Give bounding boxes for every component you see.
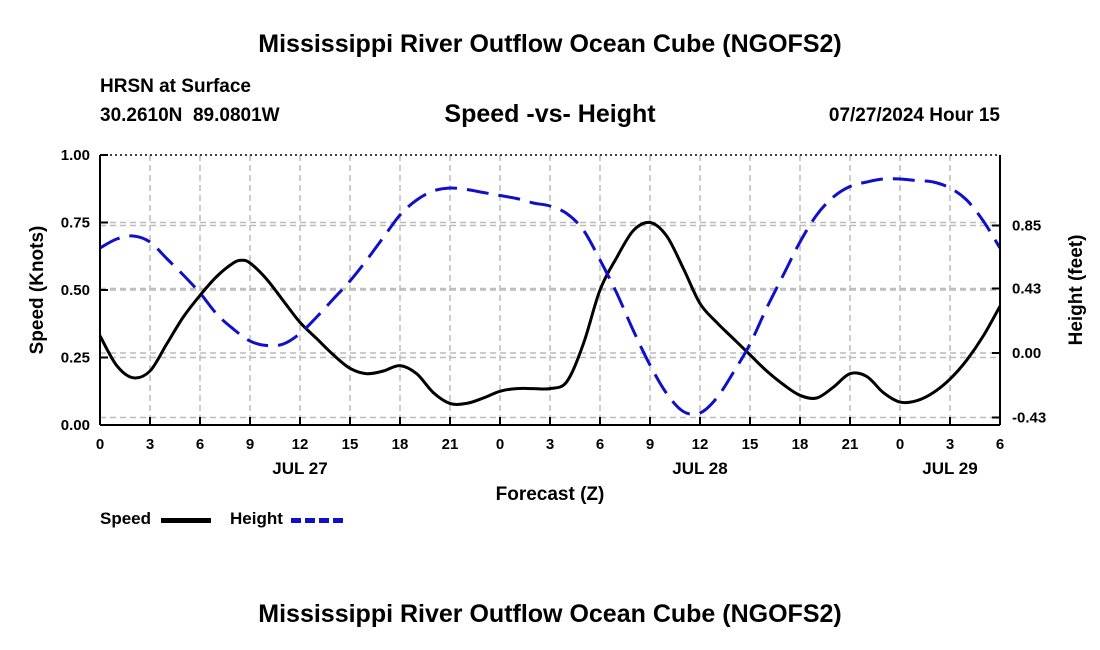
x-tick-label: 3 [546,436,554,453]
x-tick-label: 6 [196,436,204,453]
x-tick-label: 0 [896,436,904,453]
y-right-tick-label: 0.85 [1012,218,1041,235]
y-right-tick-label: 0.00 [1012,345,1041,362]
station-coordinates: 30.2610N 89.0801W [100,105,280,126]
station-name: HRSN at Surface [100,76,251,97]
y-tick-label: 0.50 [61,282,90,299]
day-label: JUL 27 [272,459,327,478]
x-tick-label: 3 [946,436,954,453]
x-tick-label: 18 [792,436,809,453]
speed-height-chart: 0 3 6 9 12 15 18 21 0 3 6 9 12 15 18 21 0 3 6 JUL 27 JUL 28 J… [27,147,1087,505]
x-tick-label: 0 [496,436,504,453]
grid-lines [100,155,1000,425]
y-axis-title: Speed (Knots) [27,226,48,355]
legend-speed-label: Speed [100,509,152,528]
x-tick-label: 12 [692,436,709,453]
y-right-axis-title: Height (feet) [1066,235,1087,346]
main-title: Mississippi River Outflow Ocean Cube (NG… [258,30,842,58]
x-tick-label: 18 [392,436,409,453]
series-lines [98,177,1002,416]
x-tick-label: 6 [996,436,1004,453]
x-tick-label: 21 [442,436,459,453]
x-axis-title: Forecast (Z) [496,484,605,505]
x-tick-label: 15 [742,436,759,453]
y-tick-label: 1.00 [61,147,90,164]
y-tick-label: 0.00 [61,417,90,434]
day-label: JUL 28 [672,459,727,478]
series-height-line [99,177,1002,416]
series-speed-line [98,220,1002,406]
x-tick-label: 9 [646,436,654,453]
legend-height-label: Height [230,509,283,528]
legend-height-swatch [291,518,343,523]
x-tick-label: 15 [342,436,359,453]
y-tick-label: 0.25 [61,350,90,367]
forecast-datetime: 07/27/2024 Hour 15 [828,105,1000,126]
y-tick-label: 0.75 [61,215,90,232]
axis-labels: 0 3 6 9 12 15 18 21 0 3 6 9 12 15 18 21 0 3 6 JUL 27 JUL 28 J… [27,147,1087,505]
day-label: JUL 29 [922,459,977,478]
x-tick-label: 6 [596,436,604,453]
chart-subtitle: Speed -vs- Height [444,100,656,128]
footer-title: Mississippi River Outflow Ocean Cube (NG… [258,600,842,628]
axes [99,154,1001,426]
y-right-tick-label: 0.43 [1012,281,1041,298]
y-right-tick-label: -0.43 [1012,410,1046,427]
legend-speed-swatch [161,518,211,523]
x-tick-label: 3 [146,436,154,453]
x-tick-label: 9 [246,436,254,453]
x-tick-label: 0 [96,436,104,453]
x-tick-label: 21 [842,436,859,453]
x-tick-label: 12 [292,436,309,453]
